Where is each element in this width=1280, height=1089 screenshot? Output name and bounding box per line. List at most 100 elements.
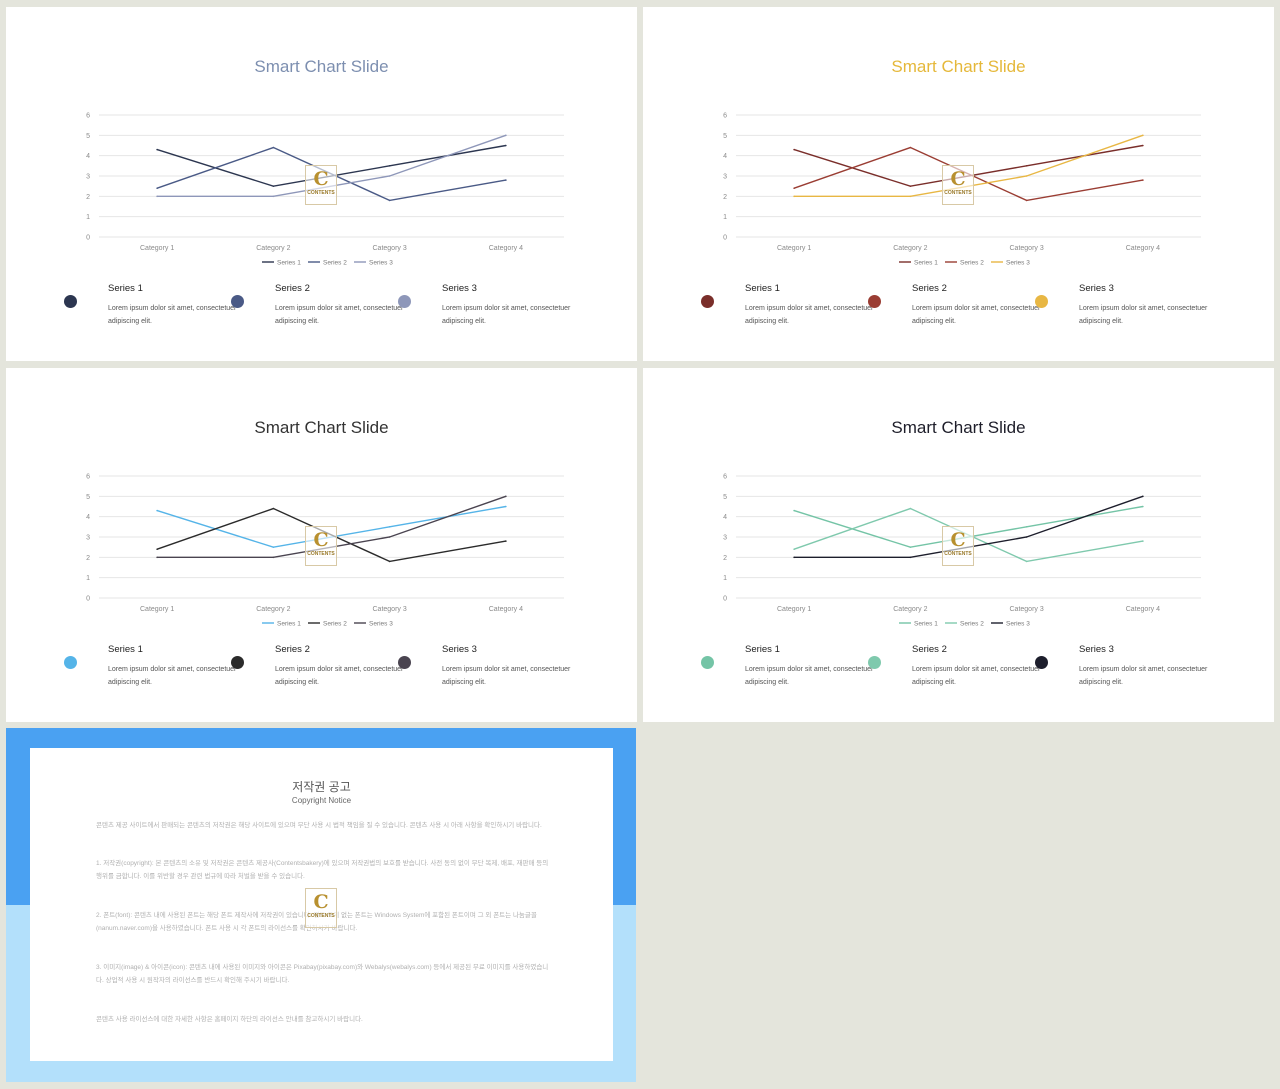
x-tick-label: Category 3 xyxy=(1010,245,1044,252)
data-point xyxy=(909,507,912,510)
series-title: Series 3 xyxy=(442,283,477,294)
y-tick-label: 6 xyxy=(723,113,727,120)
slide-title: Smart Chart Slide xyxy=(891,418,1026,437)
data-point xyxy=(505,179,507,181)
data-point xyxy=(909,146,912,149)
y-tick-label: 0 xyxy=(86,235,90,242)
data-point xyxy=(1025,175,1028,177)
notice-title: 저작권 공고 xyxy=(292,780,351,794)
y-tick-label: 6 xyxy=(86,113,90,120)
data-point xyxy=(272,185,275,187)
y-tick-label: 4 xyxy=(86,514,90,521)
x-tick-label: Category 4 xyxy=(1126,606,1160,613)
data-point xyxy=(388,175,391,177)
series-dot-1 xyxy=(64,295,77,308)
data-point xyxy=(1142,144,1144,147)
slide-title: Smart Chart Slide xyxy=(254,418,389,437)
data-point xyxy=(505,495,507,498)
y-tick-label: 1 xyxy=(723,575,727,582)
series-description: adipiscing elit. xyxy=(442,318,486,325)
chart-slide: Smart Chart Slide 0 1 2 3 4 5 6 Category 1 Catego… xyxy=(643,368,1274,722)
series-dot-1 xyxy=(64,656,77,669)
data-point xyxy=(909,195,912,198)
y-tick-label: 1 xyxy=(723,214,727,221)
series-description: adipiscing elit. xyxy=(1079,679,1123,686)
data-point xyxy=(1025,526,1028,528)
y-tick-label: 4 xyxy=(86,153,90,160)
notice-card: 저작권 공고 Copyright Notice 콘텐츠 제공 사이트에서 판매되… xyxy=(30,748,613,1061)
y-tick-label: 6 xyxy=(723,474,727,481)
data-point xyxy=(1025,199,1028,202)
y-tick-label: 2 xyxy=(723,555,727,562)
logo-letter: C xyxy=(950,529,966,551)
legend-label: Series 2 xyxy=(960,621,984,628)
legend-label: Series 1 xyxy=(914,621,938,628)
legend-label: Series 3 xyxy=(369,260,393,267)
series-description: Lorem ipsum dolor sit amet, consectetuer xyxy=(1079,666,1208,673)
data-point xyxy=(1142,540,1144,542)
series-description: adipiscing elit. xyxy=(912,318,956,325)
copyright-notice-slide: 저작권 공고 Copyright Notice 콘텐츠 제공 사이트에서 판매되… xyxy=(6,728,636,1082)
series-description: Lorem ipsum dolor sit amet, consectetuer xyxy=(1079,305,1208,312)
series-dot-2 xyxy=(868,295,881,308)
series-description: Lorem ipsum dolor sit amet, consectetuer xyxy=(275,666,404,673)
watermark-logo: C CONTENTS xyxy=(305,888,337,928)
data-point xyxy=(156,548,158,550)
data-point xyxy=(272,507,275,510)
series-title: Series 1 xyxy=(108,283,143,294)
series-description: Lorem ipsum dolor sit amet, consectetuer xyxy=(108,305,237,312)
y-tick-label: 3 xyxy=(723,174,727,181)
data-point xyxy=(388,560,391,563)
y-tick-label: 2 xyxy=(723,194,727,201)
data-point xyxy=(1142,134,1144,137)
series-dot-3 xyxy=(1035,295,1048,308)
series-description: Lorem ipsum dolor sit amet, consectetuer xyxy=(442,666,571,673)
series-dot-3 xyxy=(398,656,411,669)
data-point xyxy=(272,195,275,198)
notice-paragraph: 콘텐츠 사용 라이선스에 대한 자세한 사항은 홈페이지 하단의 라이선스 안내… xyxy=(96,1016,363,1023)
x-tick-label: Category 3 xyxy=(373,606,407,613)
legend-label: Series 1 xyxy=(277,260,301,267)
y-tick-label: 4 xyxy=(723,153,727,160)
x-tick-label: Category 2 xyxy=(256,245,290,252)
x-tick-label: Category 2 xyxy=(893,245,927,252)
series-title: Series 3 xyxy=(1079,644,1114,655)
x-tick-label: Category 1 xyxy=(140,606,174,613)
data-point xyxy=(505,134,507,137)
logo-letter: C xyxy=(313,891,329,913)
series-description: adipiscing elit. xyxy=(275,679,319,686)
series-dot-1 xyxy=(701,656,714,669)
series-title: Series 1 xyxy=(745,644,780,655)
x-tick-label: Category 2 xyxy=(893,606,927,613)
chart-slide: Smart Chart Slide 0 1 2 3 4 5 6 Category 1 Catego… xyxy=(6,7,637,361)
data-point xyxy=(793,509,795,512)
y-tick-label: 0 xyxy=(86,596,90,603)
x-tick-label: Category 1 xyxy=(777,245,811,252)
data-point xyxy=(793,195,795,198)
y-tick-label: 1 xyxy=(86,214,90,221)
logo-text: CONTENTS xyxy=(944,551,972,557)
x-tick-label: Category 1 xyxy=(777,606,811,613)
series-title: Series 1 xyxy=(108,644,143,655)
series-description: adipiscing elit. xyxy=(275,318,319,325)
y-tick-label: 2 xyxy=(86,555,90,562)
y-tick-label: 1 xyxy=(86,575,90,582)
series-title: Series 3 xyxy=(1079,283,1114,294)
data-point xyxy=(272,556,275,559)
notice-subtitle: Copyright Notice xyxy=(291,796,352,805)
data-point xyxy=(156,195,158,198)
data-point xyxy=(1025,165,1028,167)
series-description: adipiscing elit. xyxy=(912,679,956,686)
legend-label: Series 2 xyxy=(323,260,347,267)
data-point xyxy=(1142,505,1144,508)
data-point xyxy=(793,556,795,559)
series-description: adipiscing elit. xyxy=(1079,318,1123,325)
y-tick-label: 6 xyxy=(86,474,90,481)
data-point xyxy=(388,526,391,528)
series-description: adipiscing elit. xyxy=(745,318,789,325)
legend-label: Series 3 xyxy=(369,621,393,628)
series-description: adipiscing elit. xyxy=(442,679,486,686)
y-tick-label: 3 xyxy=(86,174,90,181)
y-tick-label: 2 xyxy=(86,194,90,201)
series-dot-1 xyxy=(701,295,714,308)
